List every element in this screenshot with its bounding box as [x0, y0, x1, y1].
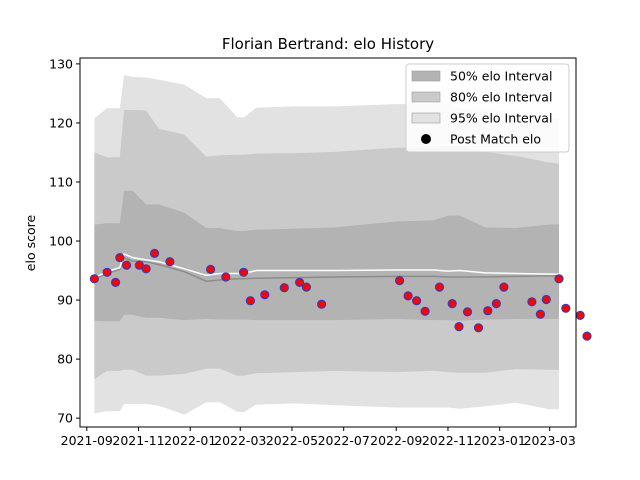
post-match-point: [102, 267, 112, 277]
post-match-point: [221, 272, 231, 282]
x-tick-label: 2022-03: [214, 433, 266, 448]
y-tick-label: 120: [49, 115, 73, 130]
y-tick-label: 90: [57, 293, 73, 308]
post-match-point: [447, 299, 457, 309]
post-match-point: [561, 303, 571, 313]
post-match-point: [554, 274, 564, 284]
y-tick-label: 110: [49, 174, 73, 189]
post-match-point: [412, 296, 422, 306]
legend-swatch: [411, 70, 441, 82]
post-match-point: [454, 322, 464, 332]
post-match-point: [89, 274, 100, 284]
post-match-point: [260, 290, 270, 300]
x-tick-label: 2022-05: [266, 433, 318, 448]
post-match-point: [575, 310, 585, 320]
legend-label: Post Match elo: [450, 132, 541, 147]
post-match-point: [395, 276, 405, 286]
post-match-point: [434, 282, 445, 292]
post-match-point: [279, 283, 289, 293]
x-tick-label: 2021-11: [112, 433, 164, 448]
legend-label: 50% elo Interval: [450, 69, 552, 84]
post-match-point: [317, 299, 327, 309]
post-match-point: [245, 296, 255, 306]
post-match-point: [121, 260, 132, 270]
legend-box: [405, 63, 570, 153]
post-match-point: [150, 248, 160, 258]
x-tick-label: 2022-09: [370, 433, 422, 448]
post-match-point: [295, 277, 305, 287]
post-match-point: [483, 306, 493, 316]
post-match-point: [491, 299, 501, 309]
y-tick-label: 80: [57, 352, 73, 367]
post-match-point: [403, 291, 413, 301]
x-tick-label: 2023-01: [474, 433, 526, 448]
post-match-point: [535, 309, 546, 319]
post-match-point: [110, 277, 121, 287]
y-tick-label: 70: [57, 411, 73, 426]
x-tick-label: 2022-11: [422, 433, 474, 448]
legend-swatch: [411, 91, 441, 103]
legend-swatch: [411, 112, 441, 124]
post-match-point: [301, 282, 311, 292]
chart-title: Florian Bertrand: elo History: [222, 35, 434, 53]
post-match-point: [541, 294, 551, 305]
x-tick-label: 2022-01: [164, 433, 216, 448]
post-match-point: [582, 331, 592, 341]
post-match-point: [473, 323, 484, 333]
plot-area: [89, 75, 592, 415]
legend-label: 95% elo Interval: [450, 111, 552, 126]
post-match-point: [206, 264, 216, 274]
legend-marker: [421, 134, 431, 144]
y-tick-label: 130: [49, 56, 73, 71]
post-match-point: [462, 307, 473, 317]
x-tick-label: 2021-09: [61, 433, 113, 448]
post-match-point: [141, 264, 151, 274]
mean-elo-line: [94, 256, 559, 282]
y-axis-label: elo score: [23, 215, 38, 272]
legend: 50% elo Interval 80% elo Interval 95% elo …: [405, 63, 570, 153]
x-tick-label: 2023-03: [524, 433, 576, 448]
legend-label: 80% elo Interval: [450, 90, 552, 105]
post-match-point: [527, 297, 537, 307]
post-match-point: [499, 282, 509, 292]
post-match-point: [420, 306, 430, 316]
y-tick-label: 100: [49, 234, 73, 249]
x-tick-label: 2022-07: [318, 433, 370, 448]
post-match-point: [165, 257, 175, 267]
post-match-point: [239, 267, 249, 277]
plot-frame: [79, 57, 577, 428]
post-match-point: [115, 253, 125, 263]
y-axis: 70 80 90 100 110 120 130: [49, 56, 80, 426]
